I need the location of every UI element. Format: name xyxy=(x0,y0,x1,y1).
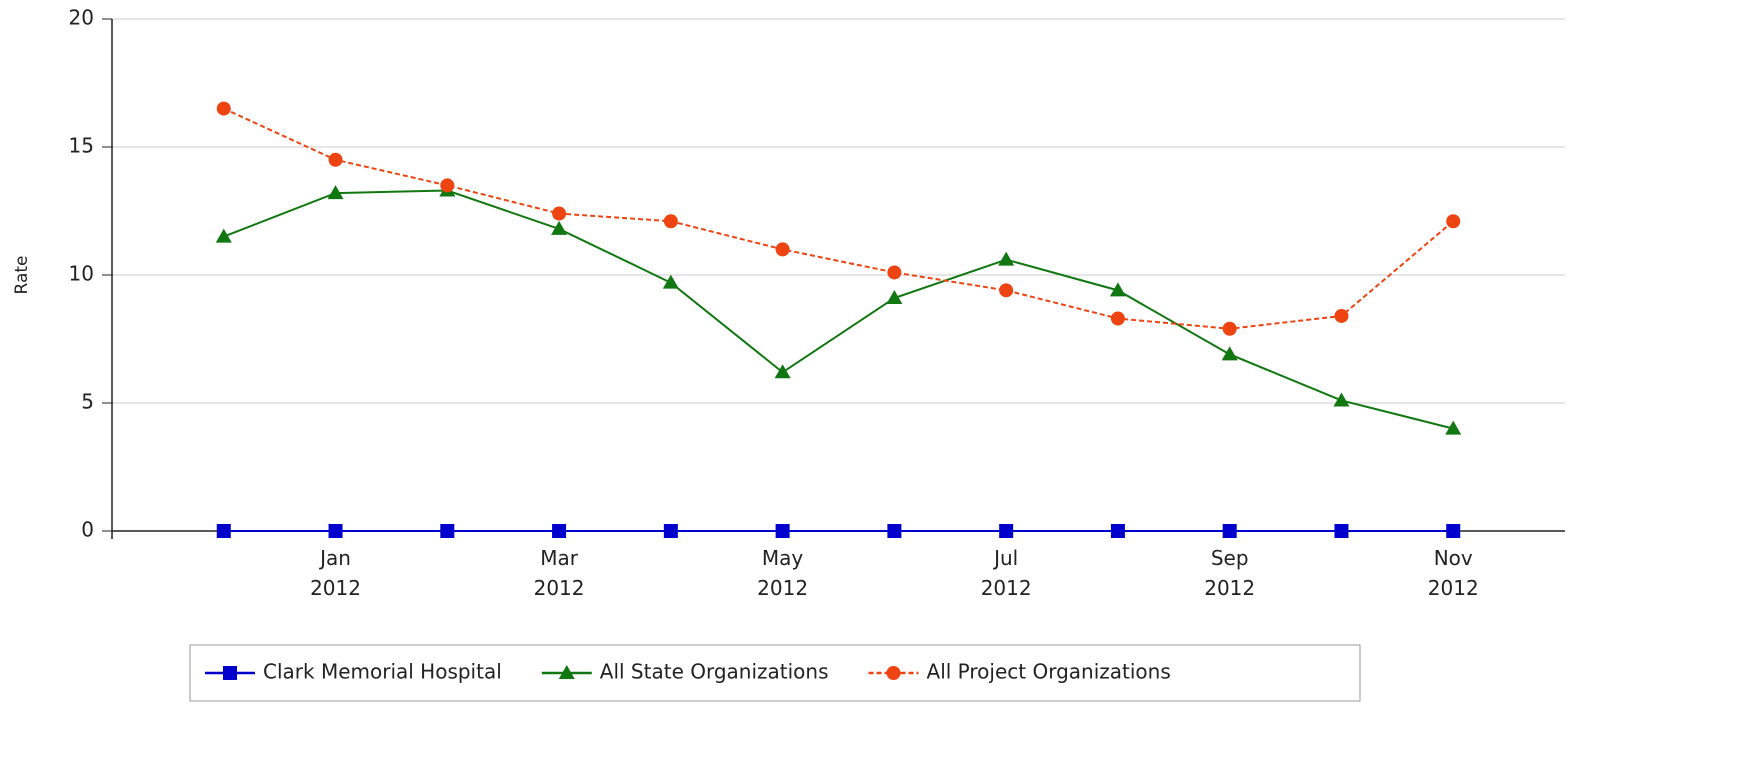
y-axis-label: Rate xyxy=(12,256,32,295)
marker xyxy=(887,524,902,538)
marker xyxy=(1222,321,1237,336)
y-tick-label: 5 xyxy=(81,390,94,414)
x-tick-label: Nov 2012 xyxy=(1428,546,1479,600)
marker xyxy=(216,101,231,116)
legend-label: All State Organizations xyxy=(600,660,829,684)
marker xyxy=(1446,524,1461,538)
marker xyxy=(774,364,791,379)
marker xyxy=(1110,311,1125,326)
marker xyxy=(1446,214,1461,229)
marker xyxy=(886,666,901,680)
marker xyxy=(999,524,1014,538)
series-line xyxy=(223,189,1454,430)
y-tick-label: 0 xyxy=(81,518,94,542)
x-tick-label: Jul 2012 xyxy=(981,546,1032,600)
marker xyxy=(1109,282,1126,297)
marker xyxy=(440,524,455,538)
marker xyxy=(1110,524,1125,538)
marker xyxy=(1445,420,1462,435)
marker xyxy=(1221,346,1238,361)
marker xyxy=(215,228,232,243)
marker xyxy=(328,524,343,538)
x-tick-label: Jan 2012 xyxy=(310,546,361,600)
legend-box xyxy=(189,644,1361,702)
legend-item: Clark Memorial Hospital xyxy=(205,660,502,684)
marker xyxy=(223,666,237,680)
y-tick-label: 15 xyxy=(69,134,94,158)
marker xyxy=(663,524,678,538)
y-tick-label: 20 xyxy=(69,6,94,30)
marker xyxy=(887,265,902,280)
marker xyxy=(663,214,678,229)
legend-label: All Project Organizations xyxy=(927,660,1171,684)
marker xyxy=(1334,524,1349,538)
marker xyxy=(775,524,790,538)
y-tick-label: 10 xyxy=(69,262,94,286)
marker xyxy=(1333,392,1350,407)
marker xyxy=(552,524,567,538)
marker xyxy=(558,665,575,679)
marker xyxy=(328,152,343,167)
marker xyxy=(662,274,679,289)
marker xyxy=(1334,308,1349,323)
marker xyxy=(999,283,1014,298)
legend-item: All Project Organizations xyxy=(868,660,1171,684)
marker xyxy=(886,290,903,305)
x-tick-label: May 2012 xyxy=(757,546,808,600)
marker xyxy=(775,242,790,257)
marker xyxy=(216,524,231,538)
x-tick-label: Mar 2012 xyxy=(534,546,585,600)
marker xyxy=(551,220,568,235)
x-tick-label: Sep 2012 xyxy=(1204,546,1255,600)
marker xyxy=(1222,524,1237,538)
marker xyxy=(440,178,455,193)
marker xyxy=(998,251,1015,266)
series-line xyxy=(223,107,1454,330)
legend-label: Clark Memorial Hospital xyxy=(263,660,502,684)
marker xyxy=(552,206,567,221)
legend-item: All State Organizations xyxy=(541,660,829,684)
marker xyxy=(327,185,344,200)
